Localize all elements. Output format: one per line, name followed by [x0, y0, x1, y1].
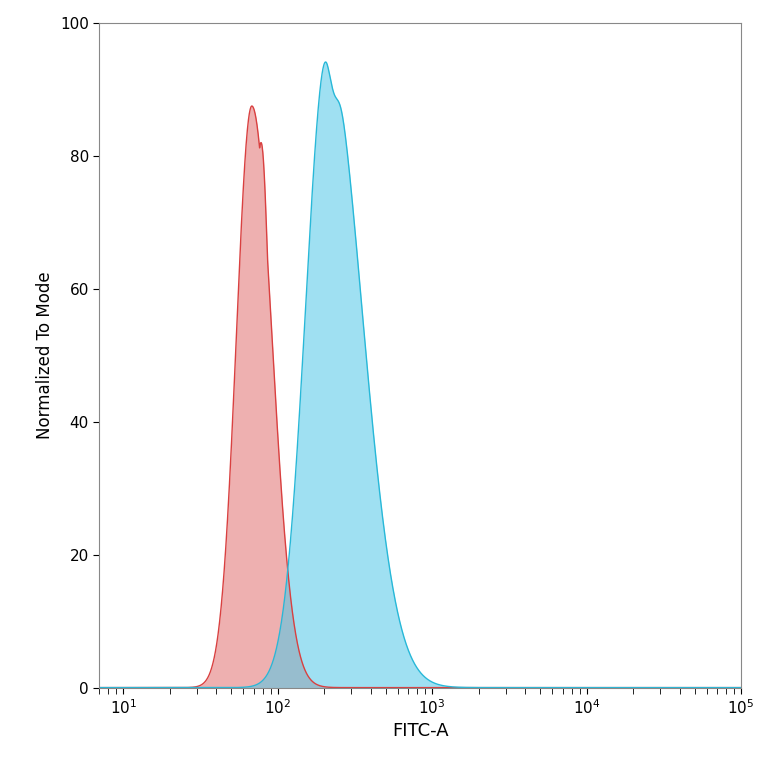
Y-axis label: Normalized To Mode: Normalized To Mode [37, 271, 54, 439]
X-axis label: FITC-A: FITC-A [392, 722, 448, 740]
